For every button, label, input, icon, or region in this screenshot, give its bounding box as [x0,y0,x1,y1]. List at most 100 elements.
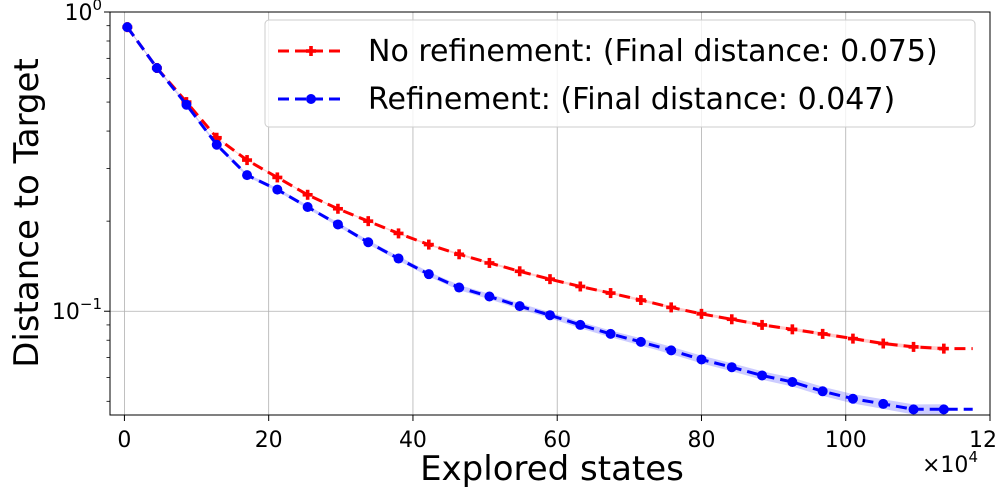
data-point-no-refinement [302,189,313,200]
data-point-refinement [211,139,222,150]
data-point-refinement [454,282,465,293]
data-point-no-refinement [332,203,343,214]
data-point-refinement [514,301,525,312]
x-axis-multiplier-exp: 4 [968,448,978,466]
data-point-refinement [332,219,343,230]
data-point-refinement [908,404,919,415]
legend-entry-no-refinement: No refinement: (Final distance: 0.075) [278,34,938,69]
x-tick-label: 40 [399,428,427,453]
data-point-refinement [151,62,162,73]
data-point-refinement [575,319,586,330]
data-point-no-refinement [514,266,525,277]
data-point-no-refinement [847,333,858,344]
data-point-refinement [122,22,133,33]
data-point-no-refinement [242,155,253,166]
plus-marker-bar-vertical [639,295,643,306]
data-point-refinement [605,328,616,339]
y-tick-label: 100 [64,0,102,26]
data-point-refinement [817,386,828,397]
y-tick-label-exp: −1 [80,295,102,313]
x-tick-label: 80 [687,428,715,453]
data-point-no-refinement [938,343,949,354]
data-point-refinement [242,170,253,181]
plus-marker-bar-vertical [699,308,704,319]
plus-marker-bar-vertical [487,257,492,268]
data-point-refinement [393,253,404,264]
data-point-no-refinement [817,328,828,339]
data-point-no-refinement [272,172,283,183]
series-lines [122,22,973,415]
legend-marker-no-refinement [306,46,316,56]
data-point-refinement [302,202,313,213]
plus-marker-bar-vertical [275,172,280,183]
plus-marker-bar-vertical [396,228,401,239]
data-point-refinement [545,310,555,321]
x-axis-ticks: 0 20 40 60 80 100 120 [117,415,997,453]
legend-box [264,19,976,128]
series-line-refinement [126,26,973,411]
data-point-no-refinement [666,302,677,313]
plus-marker-bar-vertical [881,338,886,349]
legend-label-refinement: Refinement: (Final distance: 0.047) [368,82,895,117]
data-point-no-refinement [726,314,737,325]
plus-marker-bar-vertical [305,189,310,200]
data-point-refinement [757,370,768,381]
plus-marker-bar-vertical [245,155,249,166]
y-axis-label: Distance to Target [7,58,47,368]
x-tick-label: 100 [825,428,867,453]
legend-label-no-refinement: No refinement: (Final distance: 0.075) [368,34,938,69]
plus-marker-bar-vertical [669,302,673,313]
data-point-no-refinement [575,281,586,292]
legend-marker-refinement [306,94,316,104]
data-point-no-refinement [423,239,434,250]
plus-marker-bar-vertical [760,319,764,330]
plus-marker-bar-vertical [729,314,734,325]
data-point-no-refinement [908,341,919,352]
y-tick-label-exp: 0 [92,0,102,14]
plus-marker-bar-vertical [214,132,219,143]
plus-marker-bar-vertical [608,288,613,299]
data-point-no-refinement [635,295,646,306]
y-tick-label-base: 10 [64,1,92,26]
data-point-refinement [272,184,283,195]
data-point-refinement [787,377,798,388]
data-point-refinement [181,99,192,110]
x-tick-label: 60 [543,428,571,453]
data-point-refinement [726,362,737,373]
data-point-refinement [696,354,707,365]
data-point-no-refinement [393,228,404,239]
plus-marker-bar-vertical [548,274,552,285]
x-tick-label: 20 [255,428,283,453]
plus-marker-bar-vertical [820,328,825,339]
plus-marker-bar-vertical [336,203,340,214]
data-point-refinement [484,291,495,302]
plus-marker-bar-vertical [457,249,461,260]
plus-marker-bar-vertical [851,333,855,344]
data-point-refinement [635,336,646,347]
plot-area-frame [109,11,991,416]
data-point-no-refinement [696,308,707,319]
data-point-no-refinement [545,274,555,285]
x-axis-multiplier-base: ×10 [922,453,968,478]
data-point-refinement [878,398,889,409]
plus-marker-bar-vertical [427,239,431,250]
legend-entry-refinement: Refinement: (Final distance: 0.047) [278,82,895,117]
data-point-refinement [847,393,858,404]
plus-marker-bar-vertical [911,341,916,352]
plus-marker-bar-vertical [790,324,795,335]
data-point-no-refinement [787,324,798,335]
plus-marker-bar-vertical [366,216,371,227]
data-point-no-refinement [363,216,374,227]
data-point-no-refinement [878,338,889,349]
data-point-refinement [423,269,434,280]
plus-marker-bar-vertical [517,266,522,277]
x-tick-label: 120 [969,428,997,453]
x-axis-label: Explored states [420,449,684,489]
data-point-no-refinement [605,288,616,299]
x-tick-label: 0 [117,428,131,453]
y-tick-label-base: 10 [52,300,80,325]
data-point-refinement [363,237,374,248]
data-point-no-refinement [454,249,465,260]
